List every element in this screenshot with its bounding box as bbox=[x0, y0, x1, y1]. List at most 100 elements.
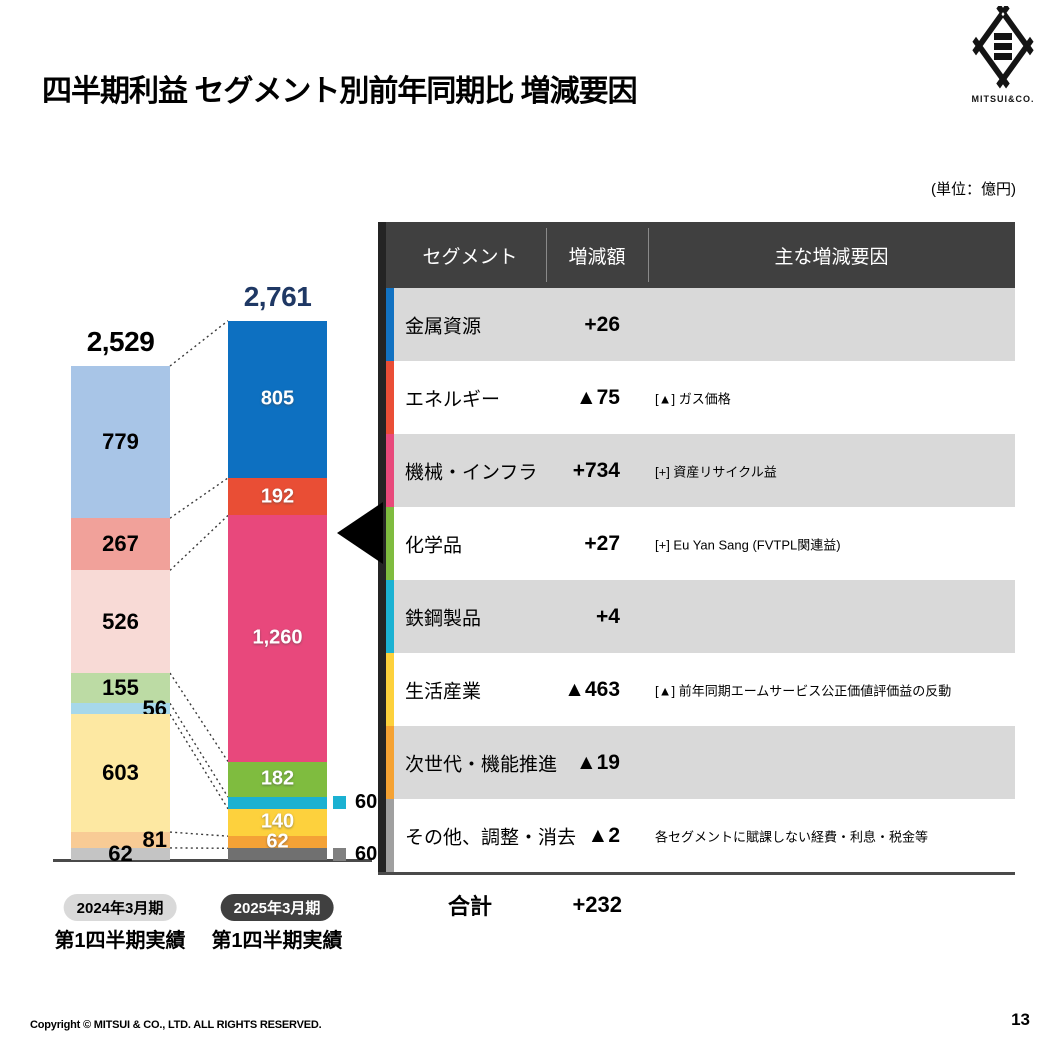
change-value-cell: +4 bbox=[596, 604, 620, 628]
total-label-2024年3月期: 2,529 bbox=[86, 326, 155, 357]
period-sublabel-2024: 第1四半期実績 bbox=[54, 930, 186, 952]
row-content: その他、調整・消去 ▲2 各セグメントに賦課しない経費・利息・税金等 bbox=[394, 799, 1015, 872]
segment-name-cell: 金属資源 bbox=[405, 316, 482, 337]
bar-segment-鉄鋼製品: 56 bbox=[71, 696, 170, 721]
bar-segment-生活産業: 603 bbox=[71, 714, 170, 833]
row-content: 鉄鋼製品 +4 bbox=[394, 580, 1015, 653]
segment-table: セグメント 増減額 主な増減要因 金属資源 +26 エネルギー ▲75 [▲] ガス価格… bbox=[337, 222, 1015, 934]
segment-name-cell: 次世代・機能推進 bbox=[405, 754, 558, 775]
segment-label: 805 bbox=[260, 387, 295, 410]
legend-swatch-icon bbox=[333, 847, 346, 861]
change-value-cell: ▲75 bbox=[575, 385, 620, 409]
bar-segment-その他、調整・消去 bbox=[228, 848, 327, 860]
table-body: 金属資源 +26 エネルギー ▲75 [▲] ガス価格 機械・インフラ +734 [+] 資産… bbox=[386, 288, 1015, 872]
legend-value: 60 bbox=[355, 842, 378, 865]
factor-cell: [▲] 前年同期エームサービス公正価値評価益の反動 bbox=[655, 683, 952, 698]
legend-value: 60 bbox=[355, 791, 378, 814]
bar-segment-鉄鋼製品 bbox=[228, 797, 327, 809]
row-content: 次世代・機能推進 ▲19 bbox=[394, 726, 1015, 799]
legend-item: 60 bbox=[333, 841, 377, 867]
total-label: 合計 bbox=[447, 894, 492, 919]
row-content: 機械・インフラ +734 [+] 資産リサイクル益 bbox=[394, 434, 1015, 507]
table-row-次世代・機能推進: 次世代・機能推進 ▲19 bbox=[386, 726, 1015, 799]
page-title: 四半期利益 セグメント別前年同期比 増減要因 bbox=[42, 75, 638, 108]
legend-item: 60 bbox=[333, 790, 377, 816]
total-value: +232 bbox=[572, 892, 622, 917]
segment-label: 526 bbox=[102, 608, 139, 634]
bar-segment-次世代・機能推進: 62 bbox=[228, 831, 327, 853]
legend-swatch-icon bbox=[333, 796, 346, 810]
row-content: 生活産業 ▲463 [▲] 前年同期エームサービス公正価値評価益の反動 bbox=[394, 653, 1015, 726]
bar-segment-エネルギー: 267 bbox=[71, 518, 170, 571]
table-row-生活産業: 生活産業 ▲463 [▲] 前年同期エームサービス公正価値評価益の反動 bbox=[386, 653, 1015, 726]
logo-igeta-icon bbox=[972, 6, 1034, 89]
row-accent-bar bbox=[386, 726, 394, 799]
segment-label: 182 bbox=[260, 767, 295, 790]
change-value-cell: +734 bbox=[572, 458, 620, 482]
bar-2024年3月期: 779 267 526 155 56 603 81 62 bbox=[71, 366, 170, 866]
bar-segment-その他、調整・消去: 62 bbox=[71, 841, 170, 866]
mitsui-logo: MITSUI&CO. bbox=[948, 6, 1058, 104]
period-pill-2024: 2024年3月期 bbox=[63, 894, 177, 921]
segment-name-cell: 化学品 bbox=[405, 535, 463, 556]
segment-label: 140 bbox=[260, 810, 295, 833]
change-value-cell: +27 bbox=[584, 531, 620, 555]
factor-cell: 各セグメントに賦課しない経費・利息・税金等 bbox=[655, 829, 929, 844]
bar-segment-機械・インフラ: 1,260 bbox=[228, 515, 327, 762]
row-content: 金属資源 +26 bbox=[394, 288, 1015, 361]
segment-label: 1,260 bbox=[252, 626, 303, 649]
row-accent-bar bbox=[386, 361, 394, 434]
factor-cell: [+] 資産リサイクル益 bbox=[655, 464, 777, 479]
header-divider bbox=[546, 228, 547, 282]
bar-segment-金属資源: 805 bbox=[228, 320, 327, 478]
header-divider bbox=[648, 228, 649, 282]
segment-label: 603 bbox=[102, 760, 139, 786]
logo-wordmark: MITSUI&CO. bbox=[971, 94, 1035, 104]
row-accent-bar bbox=[386, 434, 394, 507]
change-value-cell: +26 bbox=[584, 312, 620, 336]
bar-segment-エネルギー: 192 bbox=[228, 477, 327, 516]
change-value-cell: ▲2 bbox=[587, 823, 620, 847]
table-row-鉄鋼製品: 鉄鋼製品 +4 bbox=[386, 580, 1015, 653]
table-header: セグメント 増減額 主な増減要因 bbox=[386, 222, 1015, 288]
bar-2025年3月期: 805 192 1,260 182 140 62 bbox=[228, 320, 327, 860]
change-value-cell: ▲19 bbox=[575, 750, 620, 774]
segment-name-cell: その他、調整・消去 bbox=[405, 827, 577, 848]
factor-cell: [▲] ガス価格 bbox=[655, 391, 731, 406]
table-row-その他、調整・消去: その他、調整・消去 ▲2 各セグメントに賦課しない経費・利息・税金等 bbox=[386, 799, 1015, 872]
row-accent-bar bbox=[386, 799, 394, 872]
row-accent-bar bbox=[386, 288, 394, 361]
segment-label: 62 bbox=[266, 830, 289, 853]
segment-label: 81 bbox=[142, 826, 167, 852]
row-content: 化学品 +27 [+] Eu Yan Sang (FVTPL関連益) bbox=[394, 507, 1015, 580]
unit-note: (単位：億円) bbox=[931, 181, 1016, 198]
segment-label: 155 bbox=[102, 675, 139, 701]
period-pill-2025: 2025年3月期 bbox=[220, 894, 334, 921]
footer-copyright: Copyright © MITSUI & CO., LTD. ALL RIGHT… bbox=[30, 1019, 322, 1031]
table-row-金属資源: 金属資源 +26 bbox=[386, 288, 1015, 361]
segment-name-cell: 鉄鋼製品 bbox=[405, 608, 482, 629]
segment-name-cell: 生活産業 bbox=[405, 681, 482, 702]
bar-segment-化学品: 182 bbox=[228, 761, 327, 798]
table-row-化学品: 化学品 +27 [+] Eu Yan Sang (FVTPL関連益) bbox=[386, 507, 1015, 580]
period-sublabel-2025: 第1四半期実績 bbox=[211, 930, 343, 952]
segment-label: 779 bbox=[102, 429, 139, 455]
row-accent-bar bbox=[386, 507, 394, 580]
table-bottom-border bbox=[378, 872, 1015, 875]
header-cell-change: 増減額 bbox=[568, 246, 626, 268]
table-pointer-icon bbox=[337, 502, 383, 564]
segment-name-cell: エネルギー bbox=[405, 389, 501, 410]
factor-cell: [+] Eu Yan Sang (FVTPL関連益) bbox=[655, 537, 841, 552]
bar-segment-機械・インフラ: 526 bbox=[71, 570, 170, 674]
table-total-row: 合計 +232 bbox=[378, 882, 1015, 928]
row-accent-bar bbox=[386, 580, 394, 653]
bar-segment-化学品: 155 bbox=[71, 673, 170, 704]
segment-label: 62 bbox=[108, 840, 133, 866]
segment-label: 192 bbox=[260, 485, 295, 508]
table-row-機械・インフラ: 機械・インフラ +734 [+] 資産リサイクル益 bbox=[386, 434, 1015, 507]
header-cell-factors: 主な増減要因 bbox=[774, 246, 889, 268]
segment-label: 267 bbox=[102, 531, 139, 557]
row-accent-bar bbox=[386, 653, 394, 726]
total-label-2025年3月期: 2,761 bbox=[243, 280, 312, 312]
